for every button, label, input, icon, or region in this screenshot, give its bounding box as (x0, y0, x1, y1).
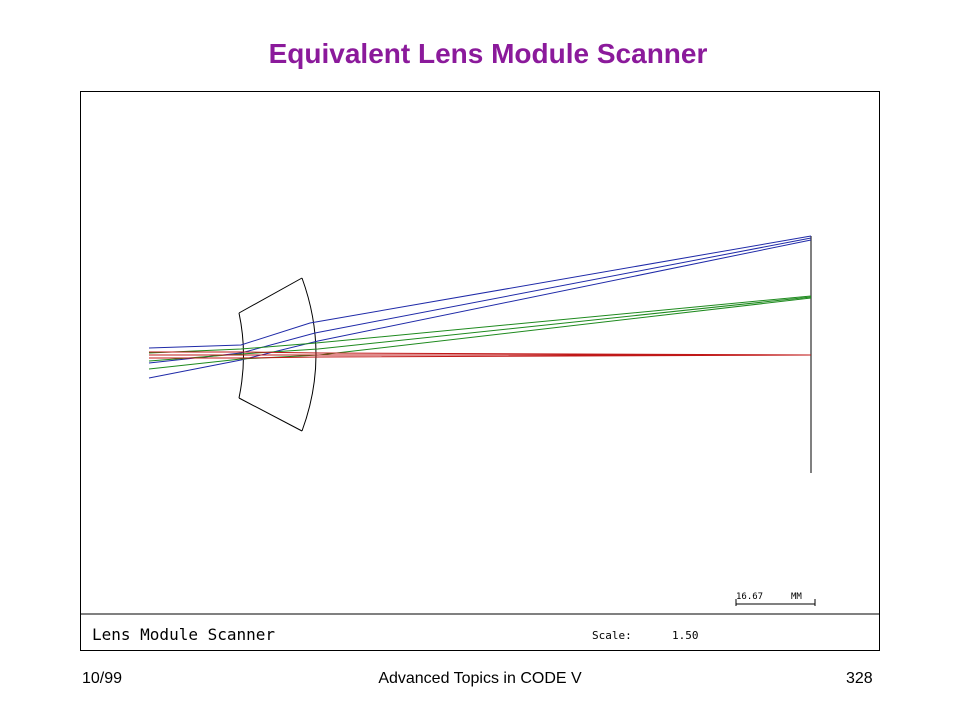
optical-layout-svg: 16.67 MM Lens Module Scanner Scale: 1.50 (80, 91, 880, 651)
scale-bar (735, 599, 816, 606)
scale-bar-length: 16.67 (736, 592, 763, 602)
ray-bundle-axial-field (149, 351, 812, 359)
lens-layout-plot: 16.67 MM Lens Module Scanner Scale: 1.50 (80, 91, 880, 651)
plot-border (80, 91, 880, 651)
slide-title: Equivalent Lens Module Scanner (268, 38, 708, 69)
plot-caption: Lens Module Scanner (92, 625, 275, 644)
scale-value: 1.50 (672, 629, 699, 642)
footer-course: Advanced Topics in CODE V (378, 670, 582, 687)
scale-bar-unit: MM (791, 592, 802, 602)
footer-date: 10/99 (82, 670, 123, 687)
footer-page-number: 328 (846, 670, 873, 687)
scale-label: Scale: (592, 629, 632, 642)
